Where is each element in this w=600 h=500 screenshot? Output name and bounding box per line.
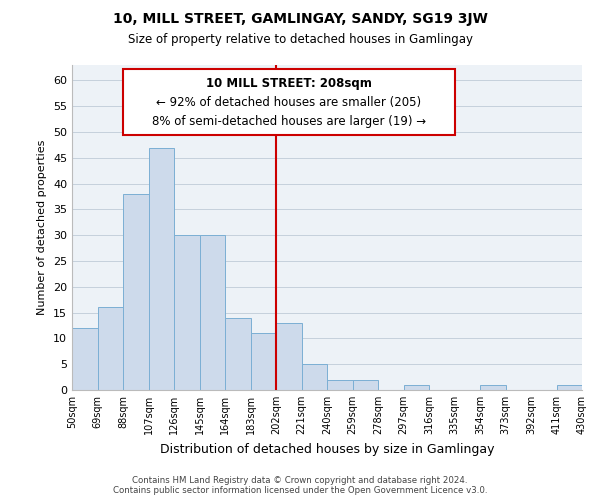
Bar [149, 148, 174, 390]
Y-axis label: Number of detached properties: Number of detached properties [37, 140, 47, 315]
Text: Size of property relative to detached houses in Gamlingay: Size of property relative to detached ho… [128, 32, 473, 46]
Bar [404, 385, 429, 390]
Bar [225, 318, 251, 390]
Bar [251, 334, 276, 390]
Bar [199, 235, 225, 390]
X-axis label: Distribution of detached houses by size in Gamlingay: Distribution of detached houses by size … [160, 442, 494, 456]
Text: 10, MILL STREET, GAMLINGAY, SANDY, SG19 3JW: 10, MILL STREET, GAMLINGAY, SANDY, SG19 … [113, 12, 487, 26]
Bar [174, 235, 199, 390]
Text: 10 MILL STREET: 208sqm: 10 MILL STREET: 208sqm [206, 77, 371, 90]
Bar [557, 385, 582, 390]
Bar [276, 323, 302, 390]
Bar [302, 364, 327, 390]
Text: 8% of semi-detached houses are larger (19) →: 8% of semi-detached houses are larger (1… [152, 114, 426, 128]
Text: Contains HM Land Registry data © Crown copyright and database right 2024.
Contai: Contains HM Land Registry data © Crown c… [113, 476, 487, 495]
Bar [97, 308, 123, 390]
Text: ← 92% of detached houses are smaller (205): ← 92% of detached houses are smaller (20… [156, 96, 421, 109]
Bar [123, 194, 149, 390]
Bar [353, 380, 378, 390]
FancyBboxPatch shape [123, 69, 455, 134]
Bar [327, 380, 353, 390]
Bar [480, 385, 505, 390]
Bar [72, 328, 97, 390]
